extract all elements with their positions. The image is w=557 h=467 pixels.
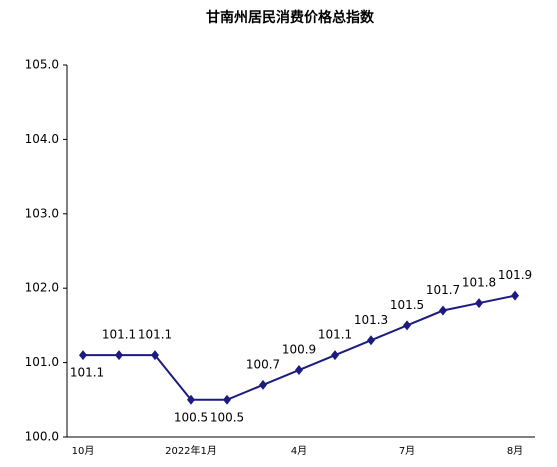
data-label: 101.9 (498, 268, 532, 282)
point (151, 350, 159, 361)
point (439, 305, 447, 316)
x-tick-label: 10月 (72, 445, 95, 457)
point (511, 290, 519, 301)
point (403, 320, 411, 331)
y-tick-label: 100.0 (25, 430, 59, 444)
data-label: 101.7 (426, 283, 460, 297)
x-tick-label: 8月 (507, 445, 523, 457)
y-tick-label: 103.0 (25, 206, 59, 220)
data-label: 101.1 (70, 366, 104, 380)
data-label: 100.9 (282, 343, 316, 357)
y-tick-label: 105.0 (25, 58, 59, 72)
y-tick-label: 102.0 (25, 281, 59, 295)
data-label: 101.1 (102, 328, 136, 342)
point (367, 335, 375, 346)
x-tick-label: 7月 (399, 445, 415, 457)
data-label: 101.1 (318, 328, 352, 342)
point (115, 350, 123, 361)
data-label: 101.1 (138, 328, 172, 342)
data-label: 101.5 (390, 298, 424, 312)
data-label: 101.8 (462, 276, 496, 290)
point (295, 365, 303, 376)
x-tick-label: 4月 (291, 445, 307, 457)
data-label: 100.7 (246, 357, 280, 371)
y-tick-label: 101.0 (25, 355, 59, 369)
point (259, 379, 267, 390)
point (331, 350, 339, 361)
point (187, 394, 195, 405)
data-label: 100.5 (210, 410, 244, 424)
point (223, 394, 231, 405)
data-label: 101.3 (354, 313, 388, 327)
data-label: 100.5 (174, 410, 208, 424)
point (475, 298, 483, 309)
chart-title: 甘南州居民消费价格总指数 (206, 9, 375, 26)
point (79, 350, 87, 361)
x-tick-label: 2022年1月 (165, 444, 217, 457)
y-tick-label: 104.0 (25, 132, 59, 146)
